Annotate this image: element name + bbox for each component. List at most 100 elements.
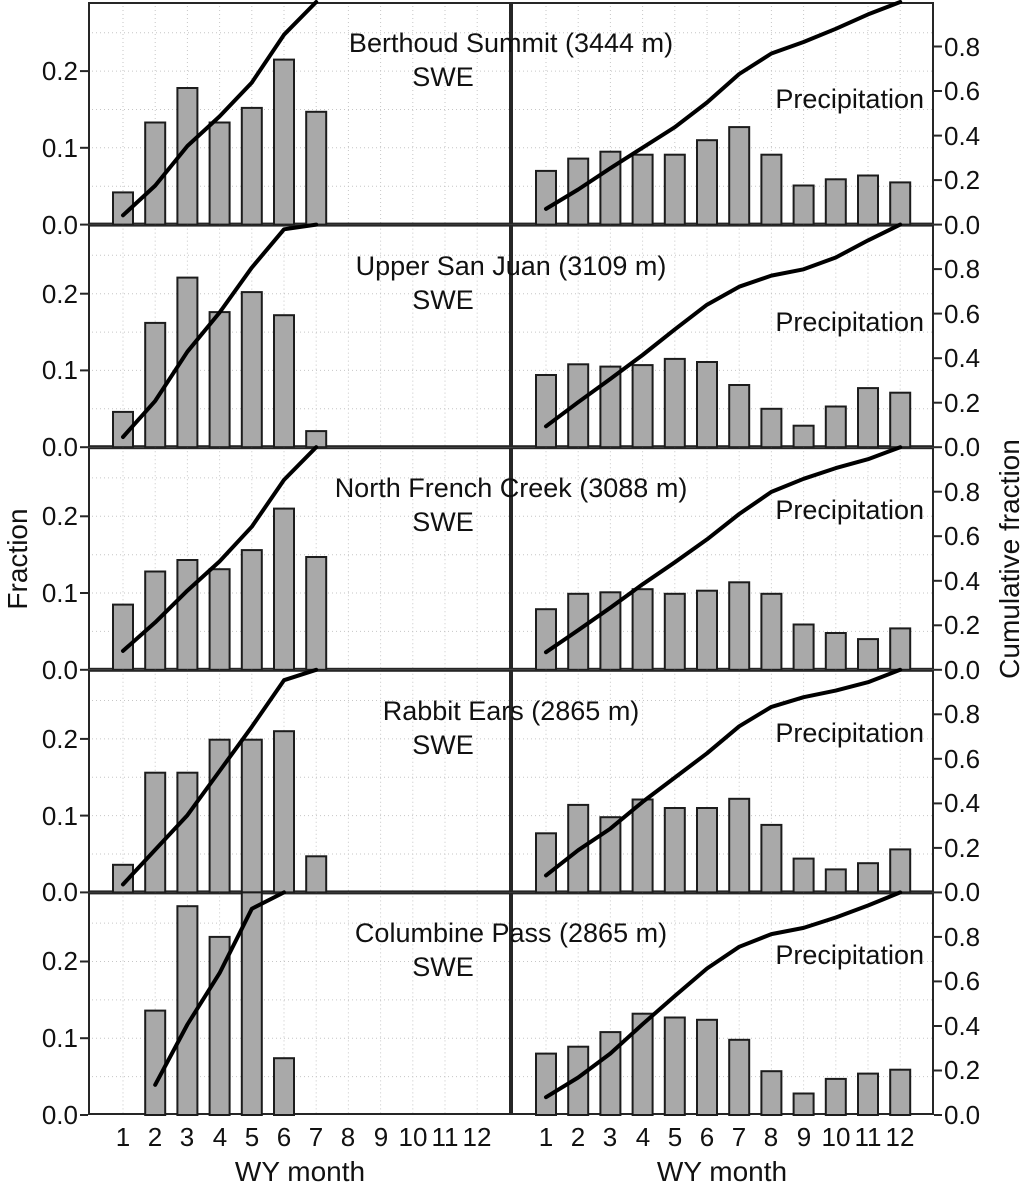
cumulative-line <box>121 0 319 218</box>
left-axis-tick-label: 0.2 <box>41 279 78 309</box>
month-bar <box>824 632 847 671</box>
x-axis-tick-label: 11 <box>854 1122 882 1152</box>
right-axis-tick-label: 0.0 <box>944 1100 981 1130</box>
precip-panel-label: Precipitation <box>775 495 924 526</box>
left-axis-tick-label: 0.1 <box>41 133 78 163</box>
month-bar <box>305 855 328 894</box>
left-y-axis-title: Fraction <box>2 508 33 610</box>
right-axis-tick-label: 0.4 <box>944 788 981 818</box>
right-axis-tick-label: 0.2 <box>944 610 981 640</box>
right-axis-tick-label: 0.8 <box>944 477 981 507</box>
month-bar <box>857 862 879 894</box>
swe-panel-label: SWE <box>412 729 474 760</box>
x-axis-tick-label: 3 <box>602 1122 618 1152</box>
month-bar <box>112 410 134 449</box>
month-bar <box>631 588 654 671</box>
left-axis-tick-label: 0.0 <box>41 210 78 240</box>
left-axis-tick-label: 0.1 <box>41 355 78 385</box>
month-bar <box>208 311 231 449</box>
cumulative-line <box>544 0 903 211</box>
month-bar <box>792 857 815 894</box>
month-bar <box>824 1077 847 1117</box>
month-bar <box>696 1018 718 1116</box>
panel-border <box>511 669 934 893</box>
right-axis-tick-label: 0.8 <box>944 699 981 729</box>
x-axis-tick-label: 5 <box>667 1122 683 1152</box>
cumulative-line <box>544 667 903 878</box>
right-y-axis-title: Cumulative fraction <box>994 439 1024 679</box>
month-bar <box>535 1052 557 1116</box>
cumulative-line <box>544 890 903 1100</box>
left-axis-tick-label: 0.2 <box>41 724 78 754</box>
right-axis-tick-label: 0.0 <box>944 432 981 462</box>
month-bar <box>728 581 751 671</box>
left-axis-tick-label: 0.1 <box>41 578 78 608</box>
month-bar <box>696 807 718 894</box>
precip-panel-label: Precipitation <box>775 84 924 114</box>
month-bar <box>567 1045 590 1116</box>
month-bar <box>663 1016 686 1116</box>
month-bar <box>824 178 847 226</box>
right-axis-tick-label: 0.4 <box>944 566 981 596</box>
x-axis-tick-label: 7 <box>308 1122 324 1152</box>
month-bar <box>663 153 686 226</box>
month-bar <box>240 106 263 226</box>
left-axis-tick-label: 0.2 <box>41 946 78 976</box>
month-bar <box>857 174 879 226</box>
month-bar <box>240 291 263 449</box>
right-axis-tick-label: 0.6 <box>944 744 981 774</box>
x-axis-tick-label: 12 <box>462 1122 492 1152</box>
right-axis-tick-label: 0.4 <box>944 343 981 373</box>
left-axis-tick-label: 0.0 <box>41 432 78 462</box>
left-axis-tick-label: 0.1 <box>41 801 78 831</box>
panel-border <box>88 669 511 893</box>
panel-border <box>511 892 934 1116</box>
month-bar <box>144 771 167 894</box>
cumulative-line <box>121 445 319 653</box>
station-title: Berthoud Summit (3444 m) <box>348 28 674 58</box>
plot-grid-svg <box>80 0 942 1117</box>
month-bar <box>889 848 912 894</box>
x-axis-tick-label: 2 <box>570 1122 586 1152</box>
x-axis-tick-label: 8 <box>340 1122 356 1152</box>
x-axis-title-right: WY month <box>656 1156 788 1187</box>
month-bar <box>889 391 912 449</box>
month-bar <box>240 891 263 1117</box>
station-title: Columbine Pass (2865 m) <box>354 918 668 949</box>
cumulative-line <box>121 667 319 887</box>
left-axis-tick-label: 0.2 <box>41 501 78 531</box>
x-axis-tick-label: 12 <box>885 1122 915 1152</box>
month-bar <box>792 1092 815 1116</box>
month-bar <box>631 364 654 449</box>
right-axis-tick-label: 0.4 <box>944 121 981 151</box>
month-bar <box>728 797 751 894</box>
month-bar <box>696 361 718 449</box>
month-bar <box>535 374 557 449</box>
month-bar <box>760 153 783 226</box>
panel-border <box>511 2 934 225</box>
x-axis-tick-label: 10 <box>398 1122 428 1152</box>
month-bar <box>696 589 718 671</box>
x-axis-tick-label: 2 <box>147 1122 163 1152</box>
month-bar <box>696 139 718 226</box>
month-bar <box>824 405 847 449</box>
month-bar <box>760 592 783 671</box>
month-bar <box>305 110 328 226</box>
month-bar <box>535 169 557 226</box>
left-axis-tick-label: 0.0 <box>41 655 78 685</box>
panel-border <box>88 892 511 1116</box>
month-bar <box>208 121 231 226</box>
month-bar <box>176 559 199 671</box>
month-bar <box>305 556 328 671</box>
x-axis-title-left: WY month <box>234 1156 366 1187</box>
panel-border <box>511 447 934 670</box>
swe-panel-label: SWE <box>412 62 474 92</box>
right-axis-tick-label: 0.2 <box>944 833 981 863</box>
right-axis-tick-label: 0.8 <box>944 32 981 62</box>
cumulative-line <box>544 445 903 655</box>
month-bar <box>857 638 879 671</box>
right-axis-tick-label: 0.8 <box>944 254 981 284</box>
panel-border <box>511 224 934 448</box>
cumulative-line <box>121 222 319 439</box>
